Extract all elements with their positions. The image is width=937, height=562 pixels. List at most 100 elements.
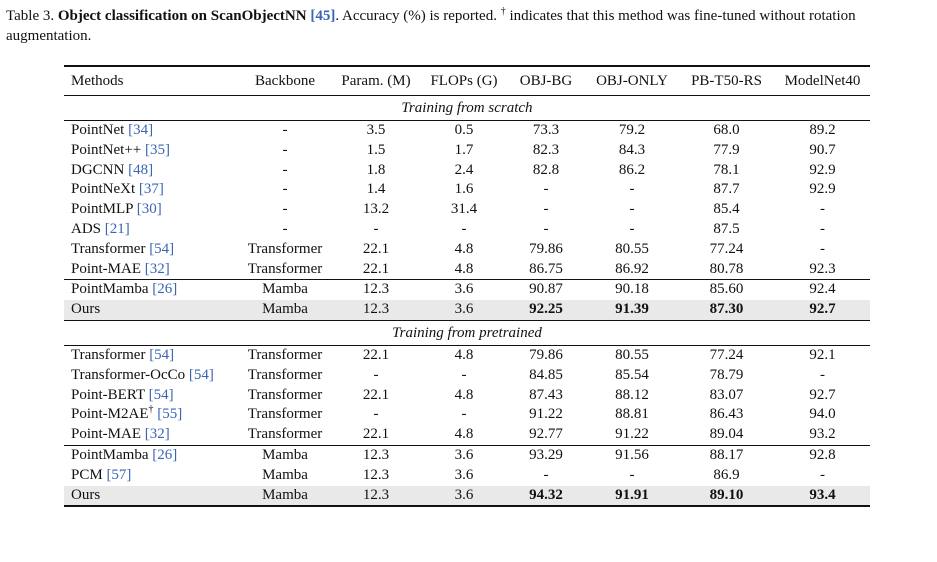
header-param: Param. (M) — [330, 65, 422, 96]
citation-link[interactable]: [54] — [149, 346, 175, 363]
table-row: PointMamba [26] Mamba 12.3 3.6 90.87 90.18 85.… — [64, 279, 870, 301]
method-name: Point-MAE — [71, 426, 142, 443]
table-row: PointNet [34] -3.5 0.5 73.3 79.2 68.0 89.2 — [64, 119, 870, 141]
param-cell: 13.2 — [362, 201, 390, 218]
citation-link[interactable]: [26] — [152, 281, 178, 298]
pb-t50-rs-cell: 83.07 — [709, 386, 744, 403]
obj-bg-cell: - — [543, 201, 549, 218]
obj-bg-cell: 82.3 — [532, 141, 560, 158]
citation-link[interactable]: [54] — [149, 240, 175, 257]
flops-cell: - — [461, 406, 467, 423]
modelnet40-cell: 94.0 — [809, 406, 836, 423]
modelnet40-cell: 90.7 — [809, 141, 836, 158]
pb-t50-rs-cell: 87.5 — [713, 220, 740, 237]
method-cell: Ours — [64, 300, 240, 321]
method-name: PointNet — [71, 122, 125, 138]
method-name: PointNet++ — [71, 141, 142, 158]
pb-t50-rs-cell: 80.78 — [709, 260, 744, 277]
obj-only-cell: 91.91 — [586, 485, 678, 508]
obj-bg-cell: 82.8 — [532, 161, 560, 178]
obj-bg-cell: - — [543, 466, 549, 483]
table-body: Training from scratch PointNet [34] -3.5 0.… — [64, 95, 870, 508]
table-row: Transformer [54] Transformer 22.1 4.8 79.86 8… — [64, 240, 870, 260]
method-cell: PointMamba [26] — [64, 279, 240, 301]
method-name: Transformer — [71, 346, 146, 363]
flops-cell: 3.6 — [422, 300, 506, 321]
citation-link[interactable]: [32] — [144, 426, 170, 443]
backbone-cell: - — [282, 161, 288, 178]
flops-cell: 1.6 — [454, 181, 474, 198]
obj-only-cell: 80.55 — [586, 344, 678, 366]
method-cell: Point-M2AE† [55] — [64, 405, 240, 425]
obj-only-cell: 80.55 — [615, 240, 649, 257]
citation-link[interactable]: [54] — [148, 386, 174, 403]
citation-link[interactable]: [34] — [128, 122, 154, 138]
citation-link[interactable]: [54] — [188, 366, 214, 383]
citation-link[interactable]: [32] — [144, 260, 170, 277]
param-cell: 1.8 — [366, 161, 386, 178]
citation-link[interactable]: [48] — [128, 161, 154, 178]
backbone-cell: Mamba — [240, 300, 330, 321]
modelnet40-cell: 89.2 — [775, 119, 870, 141]
dagger-mark: † — [148, 404, 154, 416]
modelnet40-cell: 92.7 — [775, 300, 870, 321]
obj-only-cell: 88.12 — [615, 386, 649, 403]
caption-title-citation[interactable]: [45] — [310, 8, 336, 24]
citation-link[interactable]: [55] — [157, 406, 183, 423]
pb-t50-rs-cell: 89.10 — [678, 485, 775, 508]
backbone-cell: - — [282, 141, 288, 158]
obj-only-cell: 79.2 — [586, 119, 678, 141]
header-methods: Methods — [64, 65, 240, 96]
table-row: PointMamba [26] Mamba 12.3 3.6 93.29 91.56 88.… — [64, 444, 870, 466]
modelnet40-cell: - — [820, 201, 825, 218]
citation-link[interactable]: [57] — [106, 466, 132, 483]
obj-bg-cell: 84.85 — [529, 366, 563, 383]
method-name: ADS — [71, 220, 102, 237]
pb-t50-rs-cell: 87.30 — [678, 300, 775, 321]
obj-bg-cell: - — [543, 181, 549, 198]
backbone-cell: Transformer — [247, 260, 323, 277]
method-cell: PointNeXt [37] — [64, 180, 240, 200]
method-cell: PointMLP [30] — [64, 200, 240, 220]
header-modelnet40: ModelNet40 — [775, 65, 870, 96]
modelnet40-cell: 92.9 — [809, 181, 836, 198]
modelnet40-cell: 92.1 — [775, 344, 870, 366]
section-title: Training from scratch — [64, 95, 870, 121]
citation-link[interactable]: [30] — [136, 201, 162, 218]
param-cell: 12.3 — [330, 485, 422, 508]
backbone-cell: Mamba — [240, 444, 330, 466]
modelnet40-cell: 93.2 — [809, 426, 836, 443]
method-cell: PointNet [34] — [64, 119, 240, 141]
method-name: Transformer — [71, 240, 146, 257]
citation-link[interactable]: [37] — [138, 181, 164, 198]
method-name: PointMLP — [71, 201, 133, 218]
obj-bg-cell: 79.86 — [529, 240, 563, 257]
section-header-row: Training from pretrained — [64, 319, 870, 346]
flops-cell: 31.4 — [450, 201, 478, 218]
obj-only-cell: 86.92 — [615, 260, 649, 277]
obj-bg-cell: - — [543, 220, 549, 237]
backbone-cell: Transformer — [247, 240, 323, 257]
param-cell: 12.3 — [330, 444, 422, 466]
modelnet40-cell: 92.8 — [775, 444, 870, 466]
obj-bg-cell: 73.3 — [506, 119, 586, 141]
method-name: PCM — [71, 466, 103, 483]
table-row: Point-MAE [32] Transformer 22.1 4.8 86.75 86.… — [64, 260, 870, 280]
citation-link[interactable]: [35] — [145, 141, 171, 158]
flops-cell: 2.4 — [454, 161, 474, 178]
backbone-cell: - — [282, 181, 288, 198]
param-cell: 12.3 — [362, 466, 390, 483]
backbone-cell: Mamba — [240, 279, 330, 301]
modelnet40-cell: 92.7 — [809, 386, 836, 403]
method-cell: PointMamba [26] — [64, 444, 240, 466]
obj-only-cell: 90.18 — [586, 279, 678, 301]
param-cell: - — [373, 220, 379, 237]
method-name: Point-BERT — [71, 386, 145, 403]
citation-link[interactable]: [26] — [152, 446, 178, 463]
param-cell: - — [373, 406, 379, 423]
backbone-cell: - — [282, 201, 288, 218]
obj-only-cell: 86.2 — [618, 161, 646, 178]
param-cell: 3.5 — [330, 119, 422, 141]
citation-link[interactable]: [21] — [104, 220, 130, 237]
table-row: DGCNN [48] - 1.8 2.4 82.8 86.2 78.1 92.9 — [64, 161, 870, 181]
